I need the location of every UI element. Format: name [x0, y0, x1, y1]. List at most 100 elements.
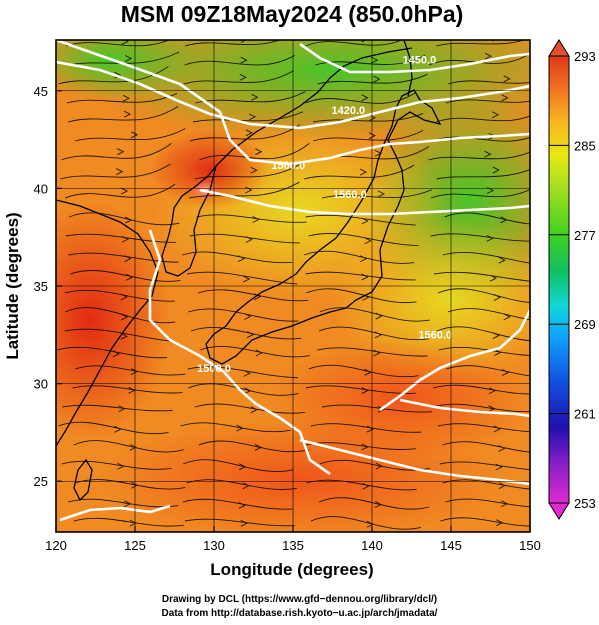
streamline — [64, 328, 175, 343]
streamline-arrow — [112, 350, 121, 358]
streamline-arrow — [240, 40, 247, 43]
streamline — [312, 129, 424, 142]
streamline-arrow — [374, 331, 383, 339]
streamline — [442, 479, 530, 490]
coastline-korea — [161, 165, 217, 277]
streamline — [73, 440, 184, 453]
streamline — [72, 385, 183, 394]
streamline-arrow — [500, 216, 508, 224]
streamline — [306, 288, 417, 304]
streamline-arrow — [361, 94, 369, 102]
streamline-arrow — [237, 255, 246, 263]
streamlines — [56, 40, 530, 530]
streamline-arrow — [484, 150, 492, 158]
streamline — [305, 271, 416, 281]
streamline — [74, 128, 186, 142]
streamline — [437, 423, 530, 433]
streamline-arrow — [375, 312, 383, 320]
contour-1500 — [56, 40, 530, 166]
streamline — [436, 326, 530, 341]
streamline-arrow — [494, 349, 502, 356]
streamline — [180, 422, 291, 433]
contour-label-3: 1560.0 — [333, 189, 367, 201]
streamline — [442, 251, 530, 264]
streamline-arrow — [242, 275, 251, 283]
streamline — [61, 460, 172, 470]
streamline-arrow — [375, 462, 383, 470]
streamline-arrow — [361, 273, 369, 281]
height-contours — [56, 40, 530, 522]
streamline-arrow — [377, 406, 386, 413]
x-tick-label-5: 145 — [440, 538, 462, 553]
streamline — [428, 151, 530, 161]
streamline-arrow — [255, 148, 263, 156]
streamline-arrow — [242, 482, 250, 490]
streamline-arrow — [359, 168, 368, 176]
streamline-arrow — [361, 387, 369, 394]
contour-1450 — [299, 42, 530, 74]
streamline-arrow — [368, 114, 377, 122]
streamline-arrow — [117, 148, 125, 156]
streamline-arrow — [361, 443, 369, 451]
streamline — [305, 214, 416, 226]
y-axis-label: Latitude (degrees) — [3, 212, 22, 359]
streamline-arrow — [371, 56, 379, 64]
streamline-arrow — [248, 113, 257, 121]
streamline — [195, 91, 306, 104]
streamline — [75, 365, 186, 376]
streamline-arrow — [503, 313, 511, 321]
colorbar-bottom-arrow — [548, 502, 570, 520]
streamline-arrow — [244, 387, 252, 395]
coastline-china — [56, 199, 159, 447]
streamline-arrow — [126, 273, 134, 281]
streamline-arrow — [116, 168, 124, 175]
streamline-arrow — [498, 445, 506, 452]
streamline-arrow — [496, 519, 504, 527]
streamline-arrow — [362, 482, 370, 490]
streamline — [436, 168, 530, 180]
contour-1420 — [56, 60, 530, 130]
streamline — [198, 440, 310, 453]
streamline — [189, 233, 300, 244]
streamline-arrow — [131, 481, 139, 489]
streamline — [312, 113, 424, 123]
streamline — [310, 516, 422, 530]
streamline-arrow — [503, 75, 511, 83]
streamline-arrow — [130, 131, 139, 139]
streamline-arrow — [501, 369, 510, 376]
streamline-arrow — [495, 463, 503, 471]
contour-1560-southwest — [59, 504, 171, 522]
streamline-arrow — [244, 313, 252, 320]
warm-region-west — [56, 200, 170, 440]
colorbar-tick-label-1: 261 — [574, 407, 596, 422]
streamline — [66, 93, 178, 104]
streamline — [430, 233, 530, 242]
streamline — [73, 517, 184, 527]
colorbar: 253 261 269 277 285 293 — [548, 39, 596, 520]
streamline-arrow — [125, 216, 133, 224]
streamline-arrow — [118, 405, 126, 413]
streamline — [305, 40, 403, 47]
streamline-arrow — [492, 111, 500, 119]
streamline-arrow — [236, 424, 244, 432]
streamline — [306, 479, 417, 491]
streamline — [447, 80, 530, 85]
coastlines — [56, 40, 442, 502]
streamline-arrow — [361, 40, 367, 43]
colorbar-gradient — [548, 55, 570, 504]
streamline — [183, 70, 295, 85]
streamline — [65, 233, 176, 243]
streamline — [196, 214, 307, 223]
colorbar-tick-label-2: 269 — [574, 317, 596, 332]
colorbar-top-arrow — [548, 39, 570, 57]
streamline — [64, 289, 175, 302]
streamline-arrow — [368, 132, 377, 140]
streamline — [442, 441, 530, 453]
streamline — [317, 347, 428, 357]
colorbar-tick-label-4: 285 — [574, 138, 596, 153]
streamline — [444, 212, 530, 225]
y-tick-label-2: 35 — [34, 279, 48, 294]
x-tick-label-1: 125 — [124, 538, 146, 553]
streamline-arrow — [373, 75, 381, 83]
